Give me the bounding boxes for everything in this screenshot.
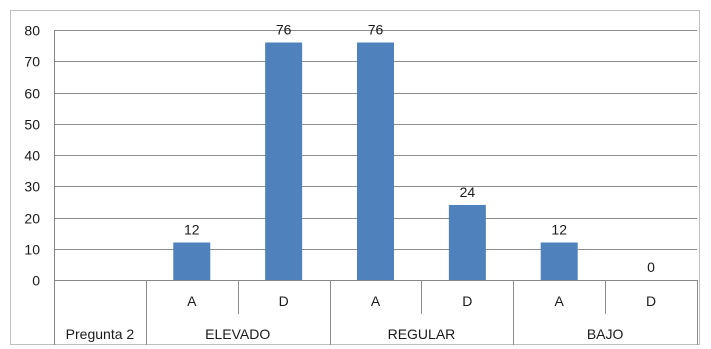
data-label: 12	[551, 222, 567, 238]
data-label: 24	[460, 184, 476, 200]
y-tick-label: 40	[24, 148, 40, 164]
data-label: 0	[647, 259, 655, 275]
y-tick-label: 50	[24, 117, 40, 133]
data-label: 76	[276, 22, 292, 38]
group-label: BAJO	[587, 326, 624, 342]
data-label: 76	[368, 22, 384, 38]
y-tick-label: 20	[24, 211, 40, 227]
y-tick-label: 80	[24, 23, 40, 39]
bar	[265, 42, 303, 280]
group-label: REGULAR	[388, 326, 456, 342]
x-tick-label: A	[555, 293, 565, 309]
chart-frame	[10, 10, 700, 345]
bar	[448, 205, 486, 280]
y-tick-label: 10	[24, 242, 40, 258]
data-label: 12	[184, 222, 200, 238]
y-tick-label: 30	[24, 179, 40, 195]
x-tick-label: D	[462, 293, 472, 309]
y-tick-label: 60	[24, 86, 40, 102]
y-tick-label: 0	[32, 273, 40, 289]
group-label: ELEVADO	[205, 326, 270, 342]
x-tick-label: A	[371, 293, 381, 309]
x-tick-label: D	[279, 293, 289, 309]
bar	[357, 42, 394, 280]
x-tick-label: D	[646, 293, 656, 309]
bar	[173, 242, 211, 280]
group-label: Pregunta 2	[66, 326, 135, 342]
y-tick-label: 70	[24, 54, 40, 70]
x-tick-label: A	[187, 293, 197, 309]
bar	[540, 242, 578, 280]
